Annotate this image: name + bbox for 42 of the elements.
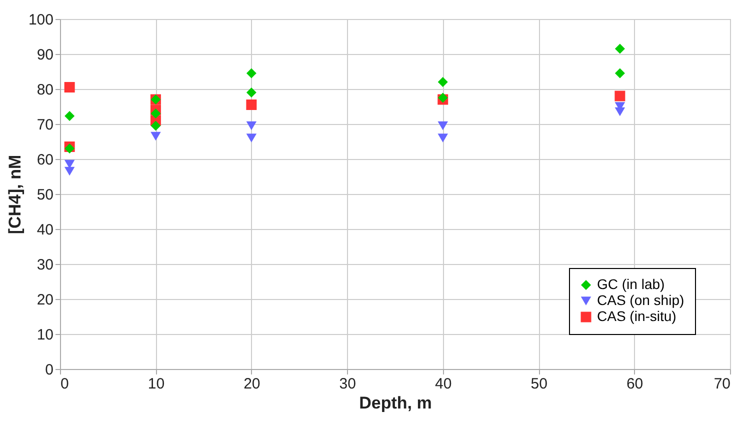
point [246, 134, 257, 142]
x-tick-label: 70 [714, 376, 730, 392]
legend-label: CAS (on ship) [597, 292, 684, 308]
x-tick-label: 60 [626, 376, 644, 392]
point [614, 90, 626, 102]
legend-label: CAS (in-situ) [597, 308, 676, 324]
point [246, 121, 257, 130]
y-axis-title: [CH4], nM [5, 154, 24, 234]
point [64, 110, 75, 121]
legend-label: GC (in lab) [597, 276, 665, 292]
y-tick-label: 70 [36, 116, 54, 134]
point [438, 121, 448, 130]
point [150, 120, 161, 131]
y-tick-label: 60 [36, 152, 54, 168]
point [150, 108, 161, 118]
y-tick-label: 0 [45, 362, 54, 378]
x-tick-label: 0 [60, 376, 69, 392]
point [246, 100, 257, 110]
y-tick-label: 80 [36, 82, 54, 98]
y-tick-label: 50 [36, 186, 54, 204]
y-tick-label: 20 [36, 292, 54, 308]
y-tick-label: 40 [36, 222, 54, 238]
x-tick-label: 50 [530, 376, 548, 392]
x-axis-title: Depth, m [359, 394, 432, 412]
y-tick-label: 90 [36, 46, 54, 64]
x-tick-label: 40 [435, 376, 452, 392]
x-tick-label: 30 [339, 376, 356, 392]
point [614, 107, 626, 116]
x-tick-label: 10 [148, 376, 165, 392]
y-tick-label: 30 [36, 256, 54, 274]
point [150, 132, 161, 141]
point [438, 77, 448, 87]
point [246, 68, 256, 78]
point [614, 44, 625, 54]
y-tick-label: 100 [28, 12, 54, 28]
x-tick-label: 20 [244, 376, 260, 392]
point [64, 166, 75, 176]
y-tick-label: 10 [36, 326, 54, 344]
point [438, 134, 448, 142]
point [614, 68, 625, 78]
point [246, 88, 256, 98]
point [64, 82, 75, 92]
